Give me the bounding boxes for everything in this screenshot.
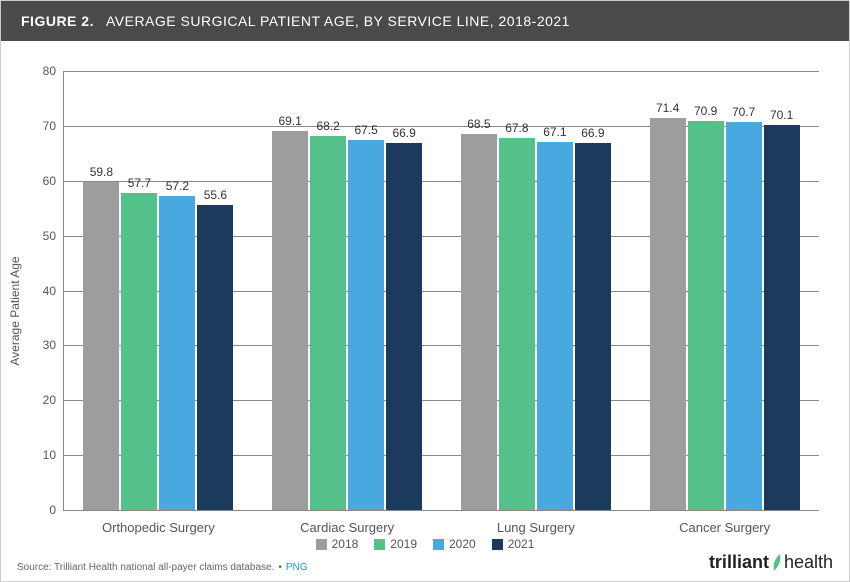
bar: 67.1 [537, 142, 573, 510]
bar-value-label: 66.9 [392, 126, 415, 140]
bar: 70.9 [688, 121, 724, 510]
bar-value-label: 57.7 [128, 176, 151, 190]
bar: 57.2 [159, 196, 195, 510]
bar-value-label: 70.9 [694, 104, 717, 118]
bar-groups: 59.857.757.255.6Orthopedic Surgery69.168… [64, 71, 819, 510]
y-tick-label: 20 [43, 393, 64, 407]
bar-group: 59.857.757.255.6Orthopedic Surgery [64, 71, 253, 510]
brand-word-a: trilliant [709, 552, 769, 573]
y-tick-label: 60 [43, 174, 64, 188]
legend-label: 2019 [390, 537, 417, 551]
brand-word-b: health [784, 552, 833, 573]
bar: 66.9 [575, 143, 611, 510]
bar-group: 71.470.970.770.1Cancer Surgery [630, 71, 819, 510]
bar-value-label: 67.8 [505, 121, 528, 135]
bar-value-label: 70.1 [770, 108, 793, 122]
y-tick-label: 0 [49, 503, 64, 517]
brand-logo: trilliant health [709, 551, 833, 573]
x-tick-label: Lung Surgery [497, 520, 575, 535]
bar-value-label: 71.4 [656, 101, 679, 115]
legend-item: 2018 [316, 537, 359, 551]
x-tick-label: Cancer Surgery [679, 520, 770, 535]
y-tick-label: 70 [43, 119, 64, 133]
legend-item: 2019 [374, 537, 417, 551]
bar: 67.5 [348, 140, 384, 510]
legend-label: 2020 [449, 537, 476, 551]
y-tick-label: 10 [43, 448, 64, 462]
legend-swatch [433, 539, 444, 550]
source-text: Source: Trilliant Health national all-pa… [17, 562, 274, 573]
bar: 59.8 [83, 182, 119, 510]
separator-dot: • [278, 562, 282, 573]
legend-swatch [316, 539, 327, 550]
plot-region: 01020304050607080 59.857.757.255.6Orthop… [63, 71, 819, 511]
bar: 68.2 [310, 136, 346, 510]
x-tick-label: Orthopedic Surgery [102, 520, 215, 535]
y-tick-label: 80 [43, 64, 64, 78]
y-axis-label: Average Patient Age [8, 256, 22, 365]
legend-item: 2021 [492, 537, 535, 551]
y-tick-label: 30 [43, 338, 64, 352]
bar: 66.9 [386, 143, 422, 510]
bar-value-label: 67.5 [354, 123, 377, 137]
bar-value-label: 67.1 [543, 125, 566, 139]
legend-item: 2020 [433, 537, 476, 551]
x-tick-label: Cardiac Surgery [300, 520, 394, 535]
bar: 68.5 [461, 134, 497, 510]
legend-label: 2018 [332, 537, 359, 551]
bar-value-label: 68.5 [467, 117, 490, 131]
bar-value-label: 55.6 [204, 188, 227, 202]
bar-group: 68.567.867.166.9Lung Surgery [442, 71, 631, 510]
figure-container: FIGURE 2. AVERAGE SURGICAL PATIENT AGE, … [0, 0, 850, 582]
bar: 57.7 [121, 193, 157, 510]
bar: 67.8 [499, 138, 535, 510]
bar: 70.1 [764, 125, 800, 510]
bar-value-label: 57.2 [166, 179, 189, 193]
bar: 71.4 [650, 118, 686, 510]
bar-value-label: 59.8 [90, 165, 113, 179]
figure-title: AVERAGE SURGICAL PATIENT AGE, BY SERVICE… [106, 13, 570, 29]
y-tick-label: 50 [43, 229, 64, 243]
figure-header: FIGURE 2. AVERAGE SURGICAL PATIENT AGE, … [1, 1, 849, 41]
legend-label: 2021 [508, 537, 535, 551]
bar-value-label: 70.7 [732, 105, 755, 119]
bar-value-label: 68.2 [316, 119, 339, 133]
bar-group: 69.168.267.566.9Cardiac Surgery [253, 71, 442, 510]
bar-value-label: 66.9 [581, 126, 604, 140]
bar: 69.1 [272, 131, 308, 510]
png-download-link[interactable]: PNG [286, 562, 308, 573]
legend-swatch [374, 539, 385, 550]
legend-swatch [492, 539, 503, 550]
legend: 2018 2019 2020 2021 [1, 537, 849, 551]
source-line: Source: Trilliant Health national all-pa… [17, 562, 308, 573]
figure-footer: Source: Trilliant Health national all-pa… [17, 551, 833, 573]
bar: 55.6 [197, 205, 233, 510]
bar-value-label: 69.1 [278, 114, 301, 128]
figure-label: FIGURE 2. [21, 13, 94, 29]
y-tick-label: 40 [43, 284, 64, 298]
chart-area: Average Patient Age 01020304050607080 59… [1, 41, 849, 581]
bar: 70.7 [726, 122, 762, 510]
